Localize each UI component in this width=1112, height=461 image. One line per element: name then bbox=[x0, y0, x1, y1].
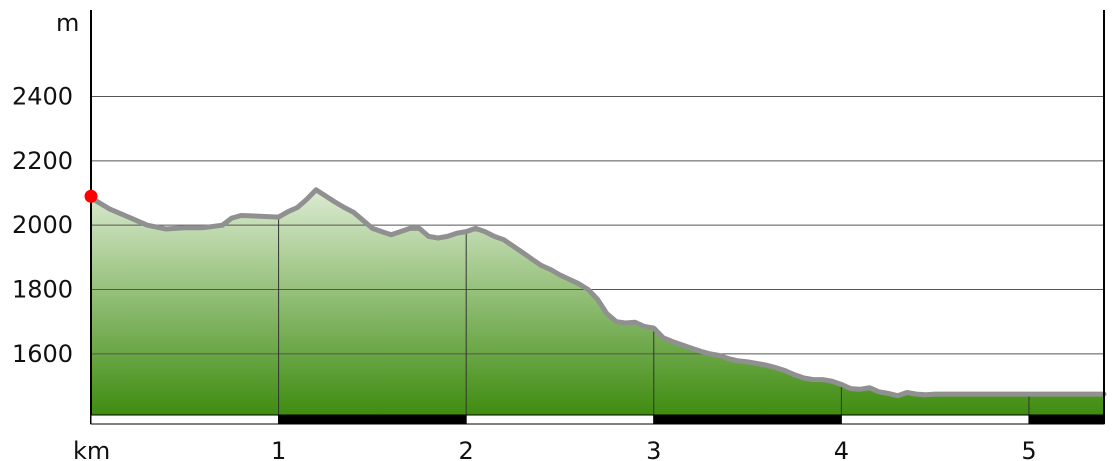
y-tick-label: 2200 bbox=[12, 147, 73, 175]
scale-bar-segment bbox=[90, 414, 280, 425]
marker-layer bbox=[84, 189, 98, 203]
scale-bar-segment bbox=[465, 414, 655, 425]
y-tick-label: 1600 bbox=[12, 340, 73, 368]
x-axis-label: km bbox=[73, 437, 110, 461]
x-tick-label: 4 bbox=[834, 437, 849, 461]
x-tick-label: 1 bbox=[271, 437, 286, 461]
label-layer: 1600 1800 2000 2200 2400 1 2 3 4 5 m km bbox=[12, 9, 1037, 461]
y-tick-label: 2000 bbox=[12, 211, 73, 239]
scale-bar-segment bbox=[1028, 414, 1105, 425]
start-point-marker bbox=[84, 189, 98, 203]
line-layer bbox=[88, 187, 1107, 399]
y-tick-label: 2400 bbox=[12, 82, 73, 110]
y-tick-label: 1800 bbox=[12, 276, 73, 304]
elevation-line bbox=[88, 187, 1107, 399]
grid-layer bbox=[91, 95, 1104, 423]
x-tick-label: 3 bbox=[646, 437, 661, 461]
scale-bar-segment bbox=[278, 414, 467, 425]
distance-scale-bar bbox=[90, 414, 1105, 425]
y-axis-label: m bbox=[56, 9, 79, 37]
x-tick-label: 2 bbox=[459, 437, 474, 461]
scale-bar-segment bbox=[840, 414, 1030, 425]
scale-bar-segment bbox=[653, 414, 842, 425]
x-tick-label: 5 bbox=[1021, 437, 1036, 461]
